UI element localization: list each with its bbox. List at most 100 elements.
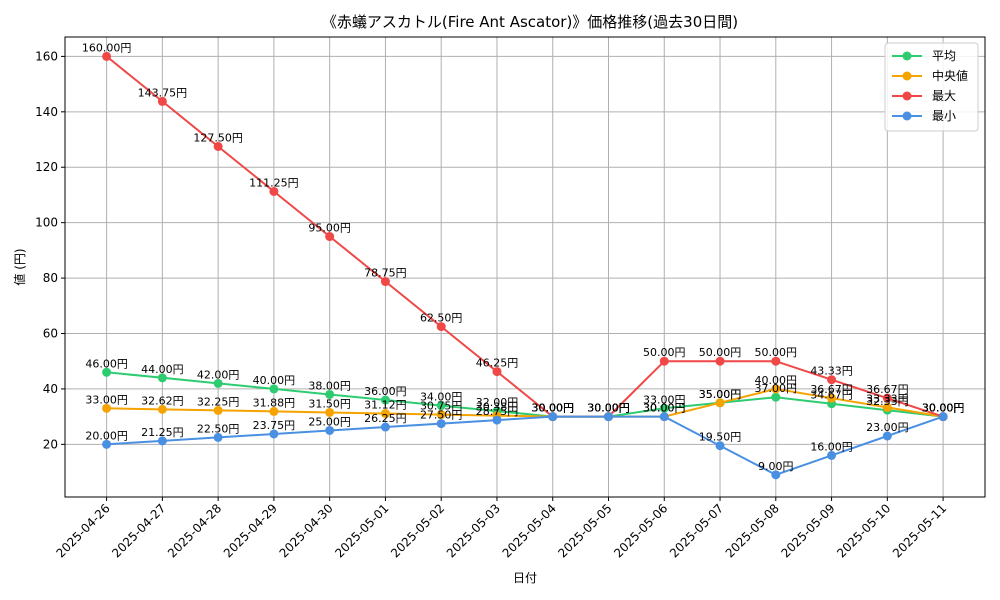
series-group — [102, 51, 948, 480]
data-label: 127.50円 — [193, 131, 243, 144]
data-point — [659, 412, 669, 422]
y-axis-title: 値 (円) — [12, 248, 27, 285]
data-point — [157, 96, 167, 106]
data-label: 30.00円 — [587, 402, 630, 415]
legend-label: 最大 — [932, 89, 956, 103]
data-point — [325, 389, 335, 399]
x-axis-ticks: 2025-04-262025-04-272025-04-282025-04-29… — [54, 497, 949, 560]
data-label: 30.00円 — [531, 402, 574, 415]
data-label: 50.00円 — [755, 346, 798, 359]
data-label: 30.00円 — [531, 402, 574, 415]
legend-label: 最小 — [932, 109, 956, 123]
data-label: 31.88円 — [253, 396, 296, 409]
data-point — [102, 439, 112, 449]
data-point — [827, 393, 837, 403]
x-tick-label: 2025-04-30 — [277, 501, 336, 560]
data-label: 30.00円 — [643, 402, 686, 415]
data-point — [715, 398, 725, 408]
data-point — [548, 412, 558, 422]
data-label: 25.00円 — [308, 415, 351, 428]
data-label: 30.38円 — [476, 401, 519, 414]
data-point — [380, 277, 390, 287]
data-point — [102, 367, 112, 377]
series-line — [105, 55, 944, 418]
data-point — [771, 384, 781, 394]
data-label: 30.00円 — [922, 402, 965, 415]
data-label: 31.50円 — [308, 397, 351, 410]
y-tick-label: 60 — [43, 327, 58, 341]
y-axis-ticks: 20 40 60 80 100 120 140 160 — [35, 49, 65, 451]
data-label: 30.00円 — [531, 402, 574, 415]
data-label: 37.00円 — [755, 382, 798, 395]
series-line — [106, 415, 944, 476]
series-line — [106, 387, 944, 418]
data-label: 30.00円 — [922, 402, 965, 415]
data-label: 16.00円 — [810, 440, 853, 453]
data-label: 32.25円 — [197, 395, 240, 408]
legend-swatch-marker — [902, 71, 912, 81]
y-tick-label: 140 — [35, 105, 58, 119]
data-point — [659, 403, 669, 413]
series-3 — [102, 412, 948, 480]
data-label: 22.50円 — [197, 422, 240, 435]
data-point — [771, 356, 781, 366]
data-point — [269, 384, 279, 394]
data-point — [213, 378, 223, 388]
x-tick-label: 2025-04-26 — [54, 501, 113, 560]
x-tick-label: 2025-04-28 — [165, 501, 224, 560]
x-tick-label: 2025-05-08 — [723, 501, 782, 560]
data-point — [213, 432, 223, 442]
data-label: 30.00円 — [587, 402, 630, 415]
data-label: 23.75円 — [253, 419, 296, 432]
data-label: 34.67円 — [810, 389, 853, 402]
data-label: 50.00円 — [643, 346, 686, 359]
data-point — [436, 401, 446, 411]
data-label: 50.00円 — [699, 346, 742, 359]
data-label: 33.00円 — [643, 393, 686, 406]
data-label: 34.00円 — [420, 391, 463, 404]
plot-frame — [64, 36, 986, 498]
data-point — [157, 404, 167, 414]
y-tick-label: 120 — [35, 160, 58, 174]
data-label: 23.00円 — [866, 421, 909, 434]
data-label: 143.75円 — [138, 86, 188, 99]
data-labels: 46.00円 44.00円 42.00円 40.00円 38.00円 36.00円 34.0… — [82, 41, 965, 473]
y-tick-label: 80 — [43, 271, 58, 285]
x-tick-label: 2025-05-11 — [890, 501, 949, 560]
data-label: 33.33円 — [866, 392, 909, 405]
data-label: 111.25円 — [249, 176, 299, 189]
data-point — [659, 356, 669, 366]
data-label: 32.33円 — [866, 395, 909, 408]
x-axis-title: 日付 — [513, 571, 537, 585]
data-point — [436, 419, 446, 429]
legend-swatch-marker — [902, 91, 912, 101]
y-tick-label: 160 — [35, 49, 58, 63]
data-label: 30.00円 — [531, 402, 574, 415]
data-point — [492, 367, 502, 377]
data-point — [715, 356, 725, 366]
data-point — [771, 392, 781, 402]
data-point — [157, 436, 167, 446]
data-label: 43.33円 — [810, 365, 853, 378]
data-point — [827, 450, 837, 460]
data-label: 35.00円 — [699, 388, 742, 401]
x-tick-label: 2025-05-07 — [667, 501, 726, 560]
data-point — [715, 441, 725, 451]
data-point — [380, 409, 390, 419]
data-label: 9.00円 — [758, 460, 794, 473]
data-label: 40.00円 — [755, 374, 798, 387]
data-point — [213, 405, 223, 415]
data-label: 30.00円 — [922, 402, 965, 415]
data-point — [882, 402, 892, 412]
data-label: 35.00円 — [699, 388, 742, 401]
chart-title: 《赤蟻アスカトル(Fire Ant Ascator)》価格推移(過去30日間) — [322, 13, 738, 31]
data-label: 30.00円 — [643, 402, 686, 415]
data-point — [102, 51, 112, 61]
data-label: 40.00円 — [253, 374, 296, 387]
legend-swatch-marker — [902, 111, 912, 121]
series-line — [106, 371, 944, 418]
data-label: 78.75円 — [364, 267, 407, 280]
data-point — [436, 410, 446, 420]
